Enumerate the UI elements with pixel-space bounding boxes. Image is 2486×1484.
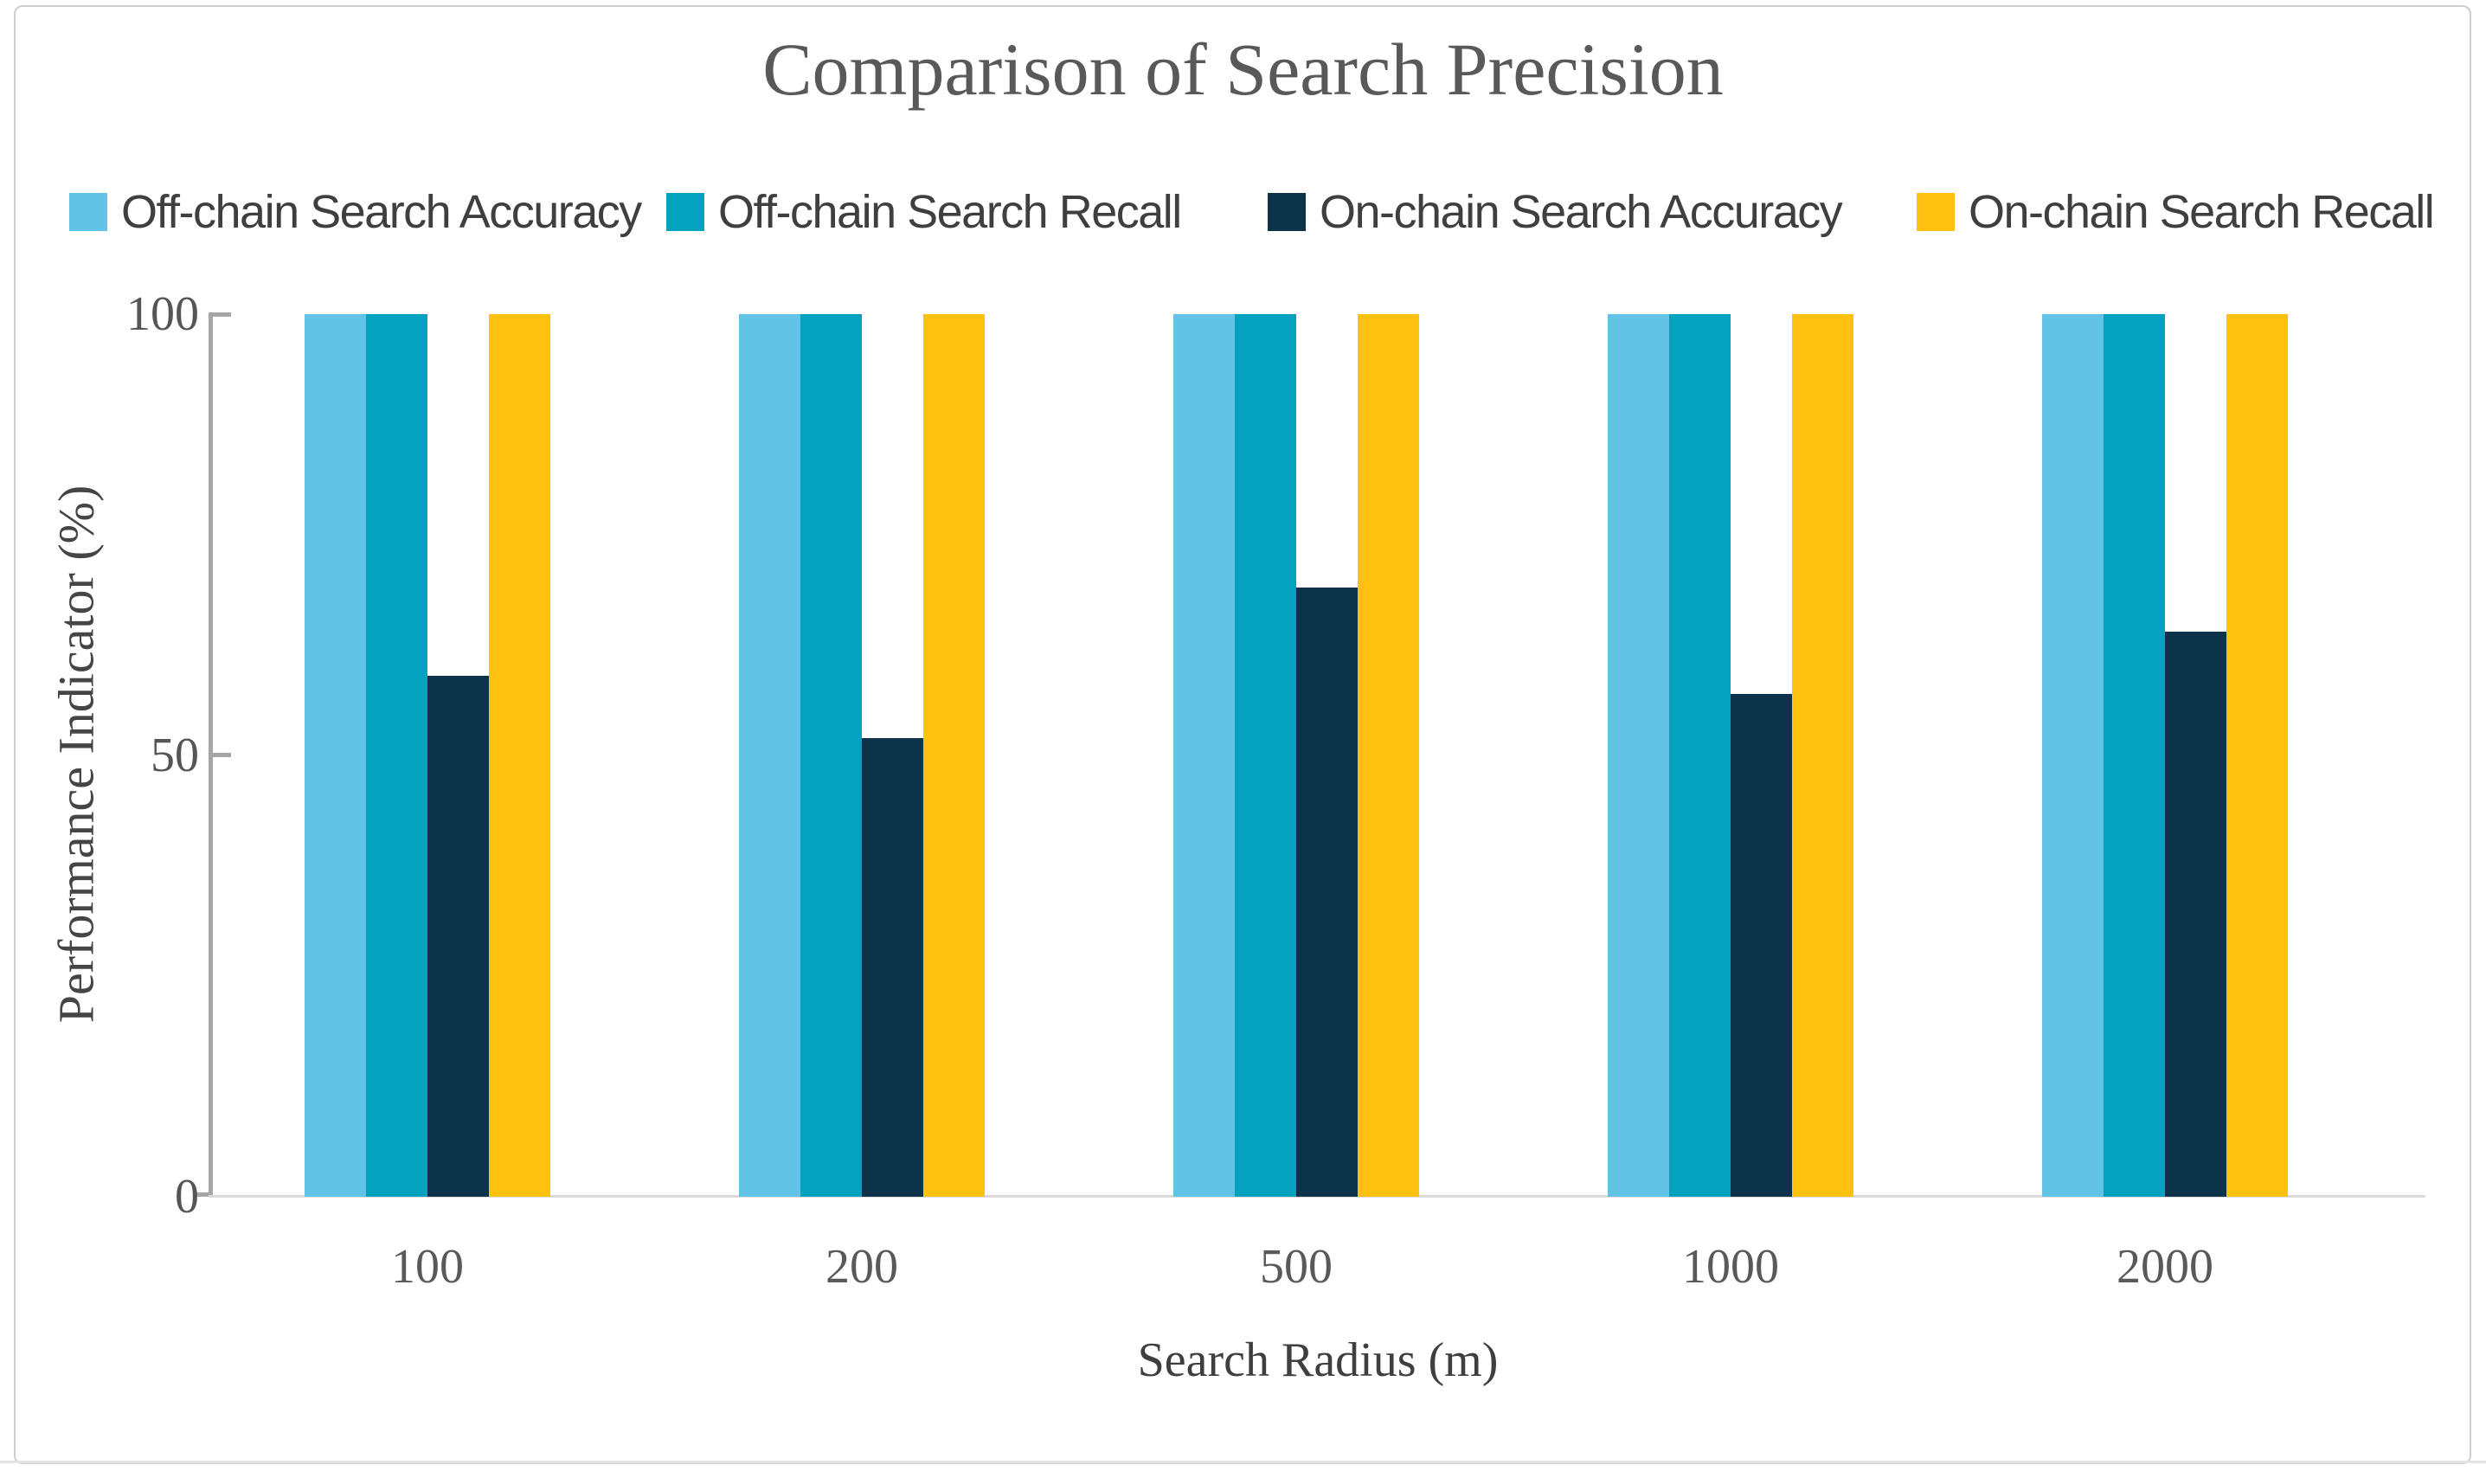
bar [1235,314,1296,1197]
legend-swatch-icon [69,193,107,231]
bar-group [1173,314,1419,1197]
bar [2165,632,2226,1197]
legend: Off-chain Search Accuracy Off-chain Searc… [0,185,2486,246]
y-tick-label: 0 [175,1170,199,1224]
y-tick-label: 100 [126,287,199,341]
chart-title: Comparison of Search Precision [762,28,1724,111]
y-axis-tick-bottom [193,1192,210,1197]
bar [489,314,550,1197]
x-tick-label: 200 [825,1240,898,1294]
bar [2226,314,2288,1197]
legend-item: Off-chain Search Recall [666,185,1182,239]
legend-item: Off-chain Search Accuracy [69,185,642,239]
bar [1669,314,1731,1197]
bar [1296,588,1358,1197]
legend-swatch-icon [666,193,704,231]
y-axis-tick-top [209,312,231,317]
legend-item: On-chain Search Accuracy [1268,185,1843,239]
bar [1173,314,1235,1197]
legend-label: Off-chain Search Accuracy [121,186,642,238]
bar-group [2042,314,2288,1197]
legend-label: Off-chain Search Recall [718,186,1182,238]
x-tick-label: 2000 [2117,1240,2213,1294]
legend-label: On-chain Search Recall [1969,186,2435,238]
bar [366,314,427,1197]
bar-group [739,314,985,1197]
bar [800,314,862,1197]
bar [1792,314,1853,1197]
y-tick-label: 50 [151,729,199,782]
x-axis-title: Search Radius (m) [1137,1333,1499,1387]
legend-swatch-icon [1268,193,1306,231]
bar [427,676,489,1197]
bar [305,314,366,1197]
x-tick-label: 500 [1260,1240,1333,1294]
bar [1608,314,1669,1197]
bottom-divider [0,1461,2486,1463]
x-tick-label: 1000 [1682,1240,1779,1294]
y-axis-tick-mid [209,753,231,757]
bar [2104,314,2165,1197]
bar [862,737,923,1197]
bar-group [1608,314,1853,1197]
bar [923,314,985,1197]
legend-label: On-chain Search Accuracy [1320,186,1843,238]
legend-swatch-icon [1917,193,1955,231]
x-tick-label: 100 [391,1240,464,1294]
bar [1358,314,1419,1197]
bar [739,314,800,1197]
bar [2042,314,2104,1197]
bar-group [305,314,550,1197]
legend-item: On-chain Search Recall [1917,185,2435,239]
bar [1731,693,1792,1197]
plot-area [210,314,2382,1197]
